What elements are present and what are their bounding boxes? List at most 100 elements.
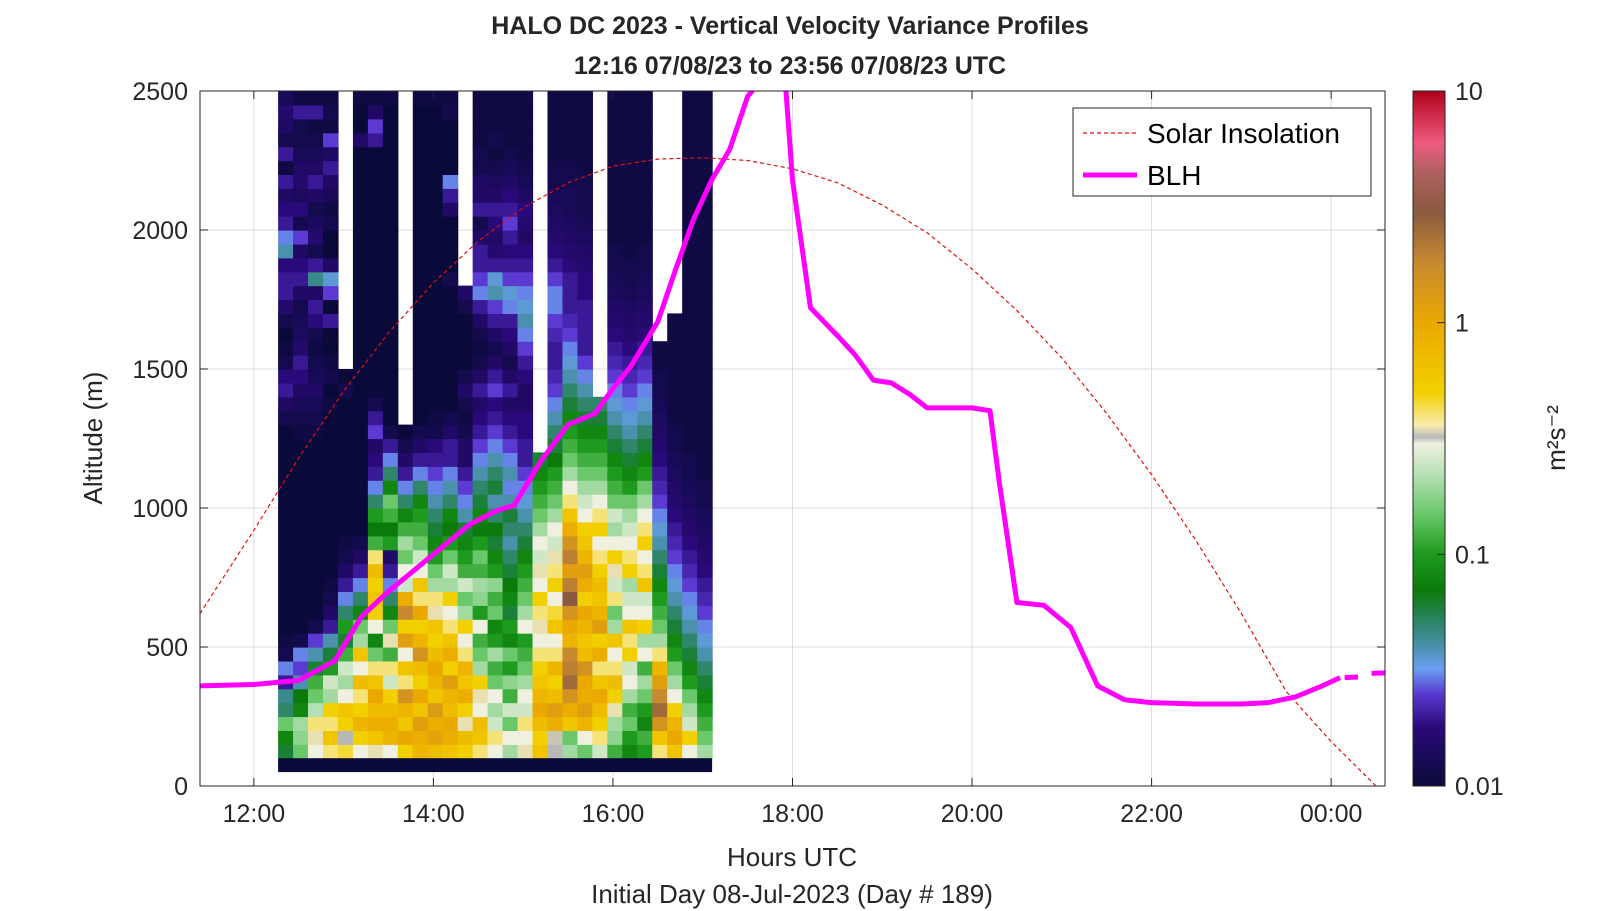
variance-cell	[412, 369, 429, 384]
variance-cell	[682, 188, 698, 203]
variance-cell	[607, 730, 623, 745]
variance-cell	[472, 494, 489, 509]
variance-cell	[607, 299, 623, 314]
variance-cell	[547, 410, 564, 426]
variance-cell	[682, 633, 698, 648]
variance-cell	[607, 563, 623, 579]
variance-cell	[487, 396, 504, 412]
variance-cell	[682, 452, 698, 467]
variance-cell	[697, 355, 713, 370]
variance-cell	[667, 341, 683, 356]
variance-cell	[337, 521, 354, 537]
variance-cell	[682, 674, 698, 690]
variance-cell	[517, 243, 534, 259]
variance-cell	[667, 466, 683, 481]
variance-cell	[382, 146, 399, 162]
variance-cell	[577, 243, 593, 259]
variance-cell	[323, 605, 339, 620]
variance-cell	[293, 424, 309, 440]
variance-cell	[382, 549, 399, 565]
variance-cell	[337, 605, 354, 620]
variance-cell	[592, 535, 608, 551]
variance-cell	[442, 577, 459, 592]
variance-cell	[637, 480, 653, 495]
variance-cell	[682, 355, 698, 370]
variance-cell	[472, 257, 489, 273]
variance-cell	[457, 647, 474, 662]
variance-cell	[652, 730, 668, 745]
variance-cell	[637, 243, 653, 259]
variance-cell	[308, 508, 324, 523]
variance-cell	[427, 605, 444, 620]
variance-cell	[293, 216, 309, 231]
variance-cell	[667, 716, 683, 731]
variance-cell	[532, 674, 549, 690]
variance-cell	[562, 563, 579, 579]
solar-insolation-line	[200, 157, 1377, 786]
variance-cell	[323, 674, 339, 690]
blh-line	[200, 91, 1342, 707]
variance-cell	[682, 396, 698, 412]
variance-cell	[697, 480, 713, 495]
variance-cell	[547, 605, 564, 620]
variance-cell	[293, 744, 309, 759]
variance-cell	[293, 535, 309, 551]
variance-cell	[278, 202, 294, 217]
variance-cell	[472, 633, 489, 648]
variance-cell	[577, 118, 593, 134]
variance-cell	[637, 216, 653, 231]
variance-cell	[293, 118, 309, 134]
variance-cell	[562, 299, 579, 314]
colorbar	[1412, 90, 1446, 787]
variance-cell	[502, 688, 519, 704]
variance-cell	[502, 118, 519, 134]
variance-cell	[367, 188, 384, 203]
variance-cell	[427, 591, 444, 606]
variance-cell	[652, 508, 668, 523]
variance-cell	[622, 132, 638, 148]
variance-cell	[652, 591, 668, 606]
variance-cell	[607, 355, 623, 370]
variance-cell	[487, 216, 504, 231]
variance-cell	[472, 730, 489, 745]
variance-cell	[427, 285, 444, 301]
variance-cell	[278, 355, 294, 370]
variance-cell	[427, 146, 444, 162]
variance-cell	[367, 508, 384, 523]
variance-cell	[472, 452, 489, 467]
variance-cell	[472, 619, 489, 634]
variance-cell	[577, 257, 593, 273]
variance-cell	[517, 299, 534, 314]
variance-cell	[293, 438, 309, 453]
variance-cell	[697, 104, 713, 120]
variance-cell	[278, 146, 294, 162]
variance-cell	[547, 118, 564, 134]
variance-cell	[278, 535, 294, 551]
variance-cell	[502, 174, 519, 189]
variance-cell	[457, 535, 474, 551]
variance-cell	[308, 202, 324, 217]
variance-cell	[412, 382, 429, 398]
variance-cell	[577, 674, 593, 690]
variance-cell	[697, 327, 713, 342]
variance-cell	[622, 521, 638, 537]
variance-cell	[412, 674, 429, 690]
variance-cell	[562, 188, 579, 203]
variance-cell	[502, 160, 519, 175]
variance-cell	[323, 132, 339, 148]
variance-cell	[382, 508, 399, 523]
variance-cell	[562, 591, 579, 606]
variance-cell	[367, 132, 384, 148]
variance-cell	[622, 466, 638, 481]
variance-cell	[293, 549, 309, 565]
variance-cell	[352, 508, 369, 523]
variance-cell	[412, 508, 429, 523]
variance-cell	[697, 605, 713, 620]
variance-cell	[352, 647, 369, 662]
variance-cell	[412, 313, 429, 328]
variance-cell	[517, 285, 534, 301]
variance-cell	[278, 591, 294, 606]
variance-cell	[323, 313, 339, 328]
variance-cell	[607, 341, 623, 356]
variance-cell	[278, 174, 294, 189]
